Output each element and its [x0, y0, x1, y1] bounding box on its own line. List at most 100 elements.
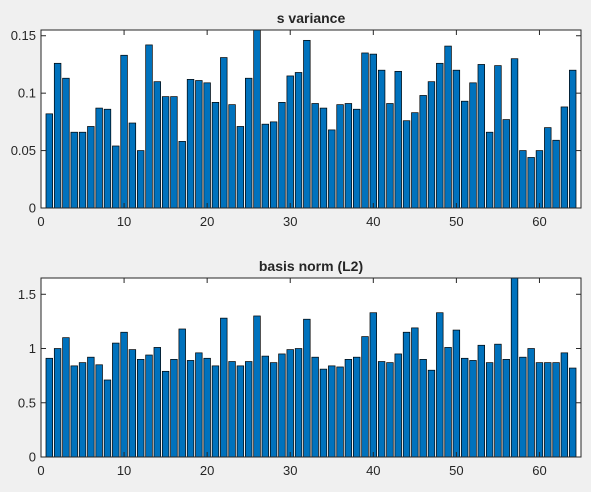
bar — [161, 96, 170, 209]
bar — [269, 121, 278, 209]
bar — [369, 53, 377, 209]
x-tick-label: 40 — [366, 214, 380, 229]
bar — [502, 119, 510, 209]
bar — [569, 367, 577, 458]
bar — [436, 312, 444, 458]
bar — [411, 112, 419, 209]
bar — [261, 123, 269, 209]
bar — [369, 312, 377, 458]
bar — [186, 360, 195, 458]
bar — [145, 354, 153, 458]
bar — [228, 361, 236, 458]
chart-title: s variance — [277, 10, 346, 26]
bar — [261, 355, 269, 458]
bar — [103, 108, 112, 209]
bar — [78, 131, 87, 209]
bar — [485, 131, 494, 209]
bar — [319, 107, 328, 209]
bar — [211, 101, 220, 209]
y-tick-label: 0.1 — [18, 86, 36, 101]
bar — [452, 69, 461, 209]
bar — [95, 364, 103, 458]
bar — [477, 344, 485, 458]
axes-box — [40, 29, 582, 209]
x-tick-label: 50 — [449, 463, 463, 478]
bar — [427, 369, 436, 458]
chart-1: 0 10 20 30 40 50 60 0 0.05 0.1 0.15 s variance — [11, 10, 582, 229]
bar — [294, 348, 303, 458]
bar — [311, 356, 319, 458]
bar — [560, 352, 569, 458]
bar — [336, 366, 344, 458]
bar — [286, 349, 294, 458]
x-tick-label: 10 — [117, 214, 131, 229]
x-tick-label: 0 — [37, 214, 44, 229]
bar — [220, 57, 228, 209]
bar — [161, 370, 170, 458]
bar — [461, 357, 469, 458]
bar — [53, 62, 62, 209]
bar — [203, 357, 211, 458]
bar — [253, 315, 261, 458]
bar — [95, 107, 103, 209]
axes-box — [40, 277, 582, 458]
x-tick-label: 60 — [532, 214, 546, 229]
bar — [494, 343, 502, 458]
chart-title: basis norm (L2) — [259, 258, 363, 274]
bar — [569, 69, 577, 209]
y-tick-label: 1.5 — [18, 287, 36, 302]
bar — [186, 79, 195, 209]
bar — [552, 362, 560, 458]
bar — [286, 75, 294, 209]
bar — [236, 365, 245, 458]
bar — [544, 127, 552, 209]
bar — [62, 337, 70, 458]
bar — [436, 62, 444, 209]
bar — [336, 104, 344, 209]
bar — [510, 277, 519, 458]
bar — [120, 331, 128, 458]
bar — [178, 328, 186, 458]
bar — [153, 347, 161, 458]
bar — [527, 157, 535, 209]
y-tick-label: 0.05 — [11, 143, 36, 158]
bar — [145, 44, 153, 209]
bar — [353, 356, 361, 458]
x-tick-label: 60 — [532, 463, 546, 478]
bar — [112, 342, 120, 458]
bar — [477, 64, 485, 209]
bar — [311, 103, 319, 209]
bar — [485, 362, 494, 458]
y-tick-label: 0.5 — [18, 395, 36, 410]
x-tick-label: 0 — [37, 463, 44, 478]
bar — [328, 365, 336, 458]
bar — [253, 29, 261, 209]
bar — [361, 52, 369, 209]
bar — [461, 100, 469, 209]
bar — [510, 58, 519, 209]
y-tick-label: 1 — [29, 341, 36, 356]
bar — [236, 126, 245, 209]
bar — [170, 96, 178, 209]
bar — [502, 359, 510, 458]
bar — [444, 45, 452, 209]
bar — [419, 95, 427, 209]
bar — [361, 336, 369, 458]
bar — [203, 82, 211, 209]
bar — [128, 349, 137, 458]
bar — [70, 131, 78, 209]
bar — [344, 359, 353, 458]
bar — [469, 360, 477, 458]
bar — [560, 106, 569, 209]
bar — [444, 347, 452, 458]
bar — [70, 365, 78, 458]
bar — [78, 362, 87, 458]
bar — [137, 359, 145, 458]
bar — [228, 104, 236, 209]
bar — [195, 352, 203, 458]
bar — [178, 141, 186, 209]
bar — [386, 103, 394, 209]
bar — [45, 357, 53, 458]
bar — [411, 327, 419, 458]
